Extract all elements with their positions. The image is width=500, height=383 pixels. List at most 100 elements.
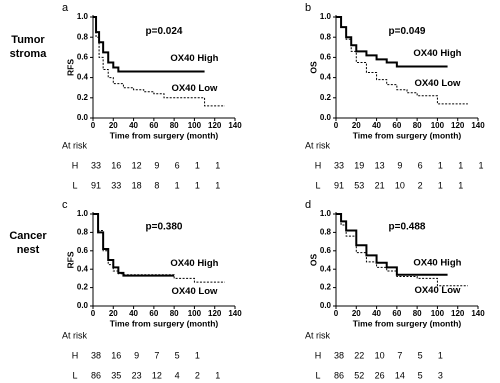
y-tick-label: 0.8 [320, 228, 332, 237]
at-risk-count: 6 [175, 160, 180, 170]
x-tick-label: 0 [91, 309, 96, 318]
at-risk-group: H [315, 350, 322, 360]
x-tick-label: 40 [372, 121, 381, 130]
x-tick-label: 100 [431, 309, 445, 318]
at-risk-count: 21 [375, 180, 385, 190]
x-tick-label: 80 [170, 309, 179, 318]
x-axis-label: Time from surgery (month) [353, 318, 462, 328]
y-tick-label: 0.2 [320, 93, 332, 102]
at-risk-count: 91 [334, 180, 344, 190]
series-label: OX40 High [170, 53, 218, 64]
y-tick-label: 0.6 [320, 246, 332, 255]
at-risk-count: 7 [154, 350, 159, 360]
survival-curve [336, 16, 448, 68]
at-risk-count: 22 [354, 350, 364, 360]
x-tick-label: 120 [451, 121, 465, 130]
x-tick-label: 20 [352, 309, 361, 318]
x-axis-label: Time from surgery (month) [110, 318, 219, 328]
row-label: nest [17, 244, 40, 256]
at-risk-count: 1 [458, 160, 463, 170]
at-risk-count: 6 [418, 160, 423, 170]
x-tick-label: 120 [208, 121, 222, 130]
p-value: p=0.488 [389, 222, 426, 233]
survival-curve [93, 213, 175, 277]
at-risk-count: 1 [195, 350, 200, 360]
x-tick-label: 0 [334, 309, 339, 318]
x-tick-label: 60 [392, 309, 401, 318]
y-tick-label: 1.0 [77, 12, 89, 21]
at-risk-count: 1 [438, 160, 443, 170]
at-risk-count: 7 [397, 350, 402, 360]
y-tick-label: 0.0 [320, 113, 332, 122]
survival-curve [93, 16, 225, 107]
at-risk-count: 3 [438, 370, 443, 380]
at-risk-count: 38 [91, 350, 101, 360]
series-label: OX40 Low [171, 286, 218, 297]
at-risk-count: 5 [175, 350, 180, 360]
x-tick-label: 140 [228, 121, 242, 130]
y-tick-label: 0.0 [77, 301, 89, 310]
x-tick-label: 80 [413, 309, 422, 318]
x-tick-label: 60 [392, 121, 401, 130]
panel-label: b [305, 2, 311, 14]
at-risk-count: 1 [458, 180, 463, 190]
x-tick-label: 40 [129, 121, 138, 130]
p-value: p=0.380 [146, 222, 183, 233]
x-tick-label: 20 [109, 309, 118, 318]
at-risk-group: H [72, 160, 79, 170]
y-tick-label: 0.8 [77, 228, 89, 237]
x-tick-label: 140 [471, 309, 485, 318]
at-risk-count: 35 [111, 370, 121, 380]
at-risk-count: 9 [134, 350, 139, 360]
series-label: OX40 High [413, 257, 461, 268]
x-tick-label: 0 [91, 121, 96, 130]
at-risk-count: 1 [215, 160, 220, 170]
at-risk-count: 1 [215, 370, 220, 380]
x-tick-label: 80 [413, 121, 422, 130]
y-tick-label: 1.0 [77, 209, 89, 218]
x-tick-label: 100 [431, 121, 445, 130]
x-tick-label: 100 [188, 309, 202, 318]
y-tick-label: 0.6 [77, 53, 89, 62]
row-label: stroma [10, 48, 48, 60]
at-risk-count: 12 [152, 370, 162, 380]
at-risk-count: 5 [418, 370, 423, 380]
at-risk-count: 1 [438, 350, 443, 360]
at-risk-count: 38 [334, 350, 344, 360]
at-risk-count: 86 [334, 370, 344, 380]
at-risk-count: 1 [195, 160, 200, 170]
series-label: OX40 Low [171, 83, 218, 94]
series-label: OX40 High [170, 258, 218, 269]
at-risk-title: At risk [62, 140, 88, 150]
y-tick-label: 1.0 [320, 209, 332, 218]
at-risk-count: 9 [397, 160, 402, 170]
x-tick-label: 20 [352, 121, 361, 130]
at-risk-count: 16 [111, 160, 121, 170]
y-axis-label: OS [308, 254, 318, 267]
x-tick-label: 40 [129, 309, 138, 318]
at-risk-count: 1 [478, 160, 483, 170]
x-tick-label: 140 [471, 121, 485, 130]
y-axis-label: RFS [65, 251, 75, 268]
at-risk-count: 9 [154, 160, 159, 170]
at-risk-count: 1 [195, 180, 200, 190]
at-risk-count: 14 [395, 370, 405, 380]
x-tick-label: 120 [451, 309, 465, 318]
y-tick-label: 0.2 [77, 283, 89, 292]
at-risk-count: 5 [418, 350, 423, 360]
x-tick-label: 20 [109, 121, 118, 130]
at-risk-count: 33 [91, 160, 101, 170]
at-risk-group: L [315, 180, 320, 190]
at-risk-title: At risk [305, 140, 331, 150]
at-risk-group: H [72, 350, 79, 360]
series-label: OX40 Low [414, 285, 461, 296]
x-tick-label: 80 [170, 121, 179, 130]
at-risk-group: L [315, 370, 320, 380]
at-risk-count: 23 [132, 370, 142, 380]
panel-label: d [305, 199, 311, 211]
p-value: p=0.049 [389, 26, 426, 37]
at-risk-count: 4 [175, 370, 180, 380]
y-tick-label: 0.2 [77, 93, 89, 102]
y-axis-label: OS [308, 61, 318, 74]
y-tick-label: 0.4 [320, 264, 332, 273]
